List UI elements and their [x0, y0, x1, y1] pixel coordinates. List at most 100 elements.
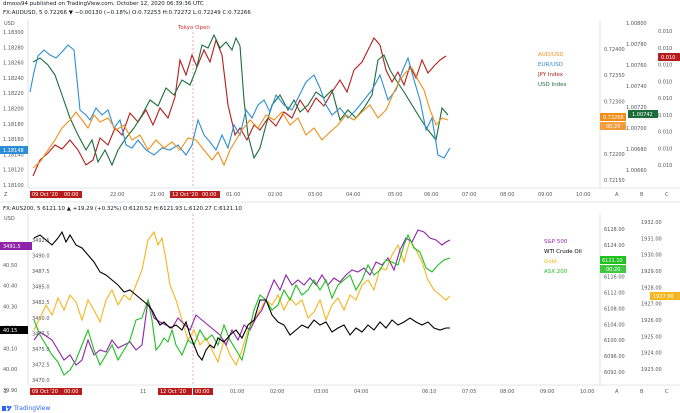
price-tick-label: 39.90: [3, 388, 17, 394]
time-tick-label: 08:00: [500, 192, 514, 198]
price-tick-label: 1.18280: [3, 45, 24, 51]
tradingview-brand[interactable]: TradingView: [2, 405, 50, 412]
time-tick-label: 01:00: [230, 389, 244, 395]
time-tick-label: 07:00: [462, 192, 476, 198]
price-tick-label: 1.00700: [626, 126, 647, 132]
price-tick-label: 40.30: [3, 305, 17, 311]
price-tick-label: 0.72300: [604, 99, 625, 105]
price-tick-label: 0.010: [658, 130, 672, 136]
price-tick-label: 1.00720: [626, 105, 647, 111]
bottom-z-button[interactable]: Z: [4, 389, 8, 395]
top-c-button[interactable]: C: [665, 192, 669, 198]
price-tick-label: 40.00: [3, 367, 17, 373]
date-marker-label: 09 Oct '20: [32, 389, 58, 395]
price-tick-label: 1.18220: [3, 91, 24, 97]
date-marker: [30, 388, 64, 395]
top-b-button[interactable]: B: [640, 192, 644, 198]
price-tick-label: 3487.5: [32, 269, 50, 275]
bottom-a-button[interactable]: A: [615, 389, 619, 395]
price-tick-label: 1.18160: [3, 137, 24, 143]
tradingview-logo-icon: [2, 405, 12, 411]
sp500-price-badge: 3491.5: [3, 244, 21, 250]
price-tick-label: 1.00660: [626, 168, 647, 174]
price-tick-label: 1.18140: [3, 152, 24, 158]
legend-item: ASX 200: [544, 269, 568, 275]
price-tick-label: 3492.5: [32, 238, 50, 244]
price-tick-label: 1932.00: [641, 220, 662, 226]
price-tick-label: 1.18300: [3, 30, 24, 36]
top-legend: AUD/USD EUR/USD JPY Index USD Index: [537, 52, 567, 88]
gold-price-badge: 1927.90: [653, 294, 674, 300]
legend-item: WTI Crude Oil: [544, 249, 582, 255]
wti-price-badge: 40.15: [3, 328, 17, 334]
price-tick-label: 1.00780: [626, 42, 647, 48]
gold-line: [33, 230, 451, 367]
bottom-b-button[interactable]: B: [640, 389, 644, 395]
top-z-button[interactable]: Z: [4, 192, 8, 198]
price-tick-label: 6104.00: [604, 322, 625, 328]
published-info: dmoss94 published on TradingView.com, Oc…: [3, 1, 204, 7]
top-a-button[interactable]: A: [615, 192, 619, 198]
symbol-info-bottom: FX:AUS200, 5 6121.10 ▲ +19.29 (+0.32%) O…: [3, 206, 242, 212]
bottom-right-axis-b: 1932.00 1931.00 1930.00 1929.00 1928.00 1927.…: [641, 220, 662, 373]
price-tick-label: 1929.00: [641, 269, 662, 275]
price-tick-label: 6112.00: [604, 291, 625, 297]
audusd-price-badge: 0.72266: [603, 115, 624, 121]
time-tick-label: 03:00: [308, 192, 322, 198]
price-tick-label: 3480.0: [32, 316, 50, 322]
price-tick-label: 1924.00: [641, 351, 662, 357]
price-tick-label: 0.72150: [604, 178, 625, 184]
bottom-legend: S&P 500 WTI Crude Oil Gold ASX 200: [544, 239, 582, 275]
date-marker: [30, 191, 64, 198]
price-tick-label: 3472.5: [32, 362, 50, 368]
date-marker-label: 12 Oct '20: [160, 389, 186, 395]
top-unit-label: USD: [4, 21, 15, 27]
price-tick-label: 6108.00: [604, 306, 625, 312]
price-tick-label: 3482.5: [32, 300, 50, 306]
time-tick-label: 04:00: [346, 192, 360, 198]
date-marker: [193, 388, 213, 395]
price-tick-label: 1.00740: [626, 84, 647, 90]
time-tick-label: 09:00: [540, 389, 554, 395]
price-tick-label: 6100.00: [604, 338, 625, 344]
price-tick-label: 0.010: [658, 79, 672, 85]
price-tick-label: 0.010: [658, 46, 672, 52]
bottom-unit-label: USD: [4, 216, 15, 222]
date-marker-label: 00:00: [64, 192, 78, 198]
time-tick-label: 10:00: [576, 192, 590, 198]
price-tick-label: 1.18240: [3, 76, 24, 82]
price-tick-label: 40.10: [3, 346, 17, 352]
price-tick-label: 0.010: [658, 113, 672, 119]
asx200-countdown-badge: 00:20: [606, 267, 620, 273]
wti-crude-line: [33, 230, 450, 362]
price-tick-label: 3470.0: [32, 378, 50, 384]
time-tick-label: 09:00: [538, 192, 552, 198]
time-tick-label: 02:00: [268, 192, 282, 198]
time-tick-label: 04:00: [354, 389, 368, 395]
time-tick-label: 10:00: [580, 389, 594, 395]
price-tick-label: 1.00800: [626, 21, 647, 27]
price-tick-label: 1.18260: [3, 61, 24, 67]
bottom-c-button[interactable]: C: [665, 389, 669, 395]
jpy-index-line: [32, 37, 447, 177]
usd-index-price-badge: 1.00742: [632, 112, 653, 118]
sp500-line: [33, 229, 451, 366]
date-marker: [62, 191, 82, 198]
price-tick-label: 40.40: [3, 284, 17, 290]
price-tick-label: 0.010: [658, 163, 672, 169]
date-marker-label: 12 Oct '20: [172, 192, 198, 198]
time-tick-label: 01:00: [226, 192, 240, 198]
time-tick-label: 05:00: [388, 192, 402, 198]
date-marker: [158, 388, 192, 395]
bottom-panel: FX:AUS200, 5 6121.10 ▲ +19.29 (+0.32%) O…: [0, 206, 680, 395]
time-tick-label: 03:00: [314, 389, 328, 395]
price-tick-label: 1.00760: [626, 63, 647, 69]
bottom-right-axis-a: 6128.006124.006120.006116.006112.006108.…: [604, 227, 625, 376]
price-tick-label: 1925.00: [641, 334, 662, 340]
date-marker: [200, 191, 220, 198]
price-tick-label: 0.010: [658, 29, 672, 35]
time-tick-label: 06:10: [422, 389, 436, 395]
price-tick-label: 1930.00: [641, 253, 662, 259]
